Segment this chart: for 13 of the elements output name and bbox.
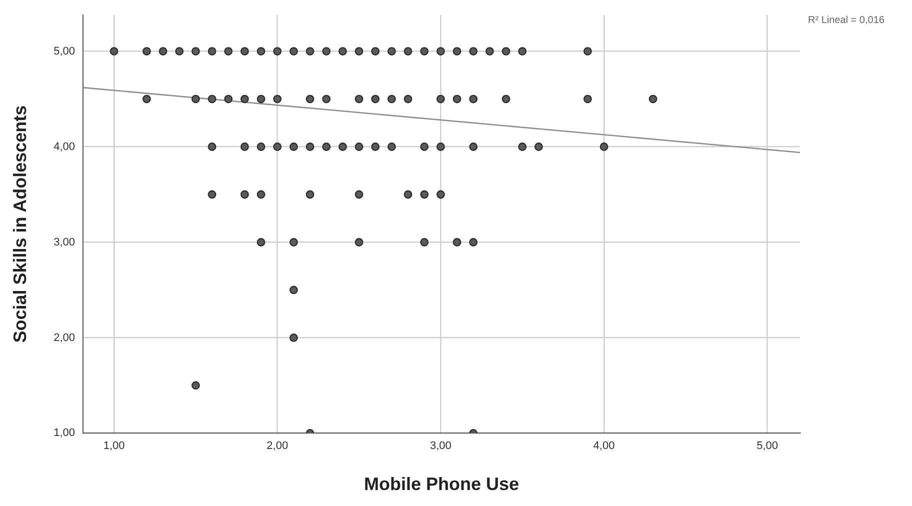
x-tick-label: 1,00	[103, 440, 125, 452]
y-tick-label: 2,00	[54, 332, 76, 344]
y-tick-label: 5,00	[54, 45, 76, 58]
x-tick-label: 2,00	[266, 440, 288, 452]
x-tick-label: 3,00	[430, 440, 452, 452]
x-axis-title: Mobile Phone Use	[364, 474, 520, 494]
x-tick-label: 5,00	[756, 440, 778, 452]
y-tick-label: 1,00	[54, 427, 76, 440]
text: R² Lineal = 0,016	[808, 14, 885, 26]
y-axis-title: Social Skills in Adolescents	[10, 105, 30, 343]
y-tick-label: 4,00	[54, 140, 76, 153]
y-tick-label: 3,00	[54, 236, 76, 248]
x-tick-label: 4,00	[593, 440, 615, 452]
